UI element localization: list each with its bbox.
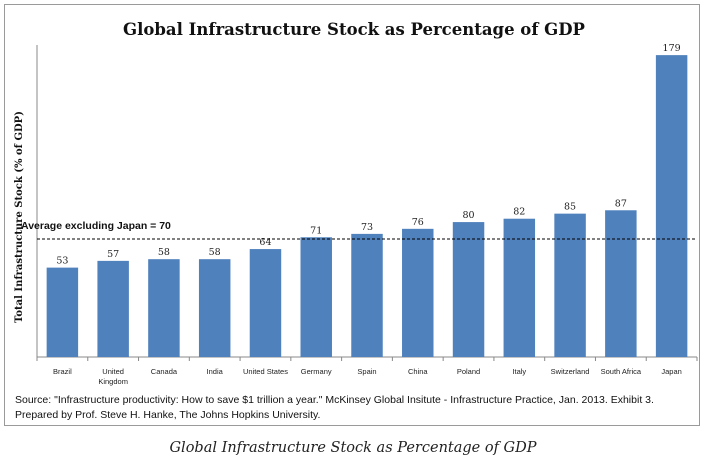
category-label: Germany	[301, 367, 332, 376]
source-note-line-2: Prepared by Prof. Steve H. Hanke, The Jo…	[15, 409, 321, 421]
bar	[300, 237, 332, 357]
bar-value-label: 58	[209, 247, 221, 258]
bar-chart: Global Infrastructure Stock as Percentag…	[14, 20, 698, 386]
category-label: United States	[243, 367, 288, 376]
bar	[148, 259, 180, 357]
category-label: Canada	[151, 367, 178, 376]
bar	[605, 210, 637, 357]
bar	[46, 267, 79, 357]
chart-frame: Global Infrastructure Stock as Percentag…	[4, 4, 700, 426]
bar	[503, 218, 536, 357]
bar	[97, 260, 129, 357]
category-label: Japan	[661, 367, 681, 376]
bar-value-label: 80	[462, 210, 474, 221]
y-axis-label: Total Infrastructure Stock (% of GDP)	[14, 111, 25, 323]
category-label: United	[102, 367, 124, 376]
bar	[655, 55, 688, 357]
category-label: Kingdom	[98, 377, 128, 386]
bar-value-label: 85	[564, 202, 576, 213]
bar	[249, 249, 282, 357]
category-label: Spain	[357, 367, 376, 376]
category-label: South Africa	[601, 367, 642, 376]
bar	[452, 222, 485, 357]
bar-value-label: 64	[259, 237, 271, 248]
average-reference-label: Average excluding Japan = 70	[21, 220, 171, 232]
bar	[351, 233, 383, 357]
bar-value-label: 57	[107, 249, 119, 260]
bar-value-label: 76	[412, 217, 424, 228]
category-label: Brazil	[53, 367, 72, 376]
bar-value-label: 73	[361, 222, 373, 233]
chart-title: Global Infrastructure Stock as Percentag…	[123, 20, 585, 39]
category-label: China	[408, 367, 428, 376]
category-label: Italy	[512, 367, 526, 376]
bar-value-label: 53	[56, 256, 68, 267]
category-label: Poland	[457, 367, 480, 376]
bar-value-label: 87	[615, 198, 627, 209]
bar	[554, 213, 586, 357]
x-ticks-group	[36, 357, 698, 361]
source-note-line-1: Source: "Infrastructure productivity: Ho…	[15, 394, 654, 406]
bar	[402, 228, 434, 357]
bar	[198, 259, 231, 357]
category-label: India	[207, 367, 224, 376]
bar-value-label: 58	[158, 247, 170, 258]
bars-group	[46, 55, 688, 357]
bar-value-label: 82	[513, 207, 525, 218]
figure-caption: Global Infrastructure Stock as Percentag…	[169, 440, 537, 456]
category-label: Switzerland	[551, 367, 590, 376]
bar-value-label: 179	[663, 43, 681, 54]
value-labels-group: 53 57 58 58 64 71 73 76 80 82 85 87 179	[56, 43, 680, 266]
bar-value-label: 71	[310, 225, 322, 236]
